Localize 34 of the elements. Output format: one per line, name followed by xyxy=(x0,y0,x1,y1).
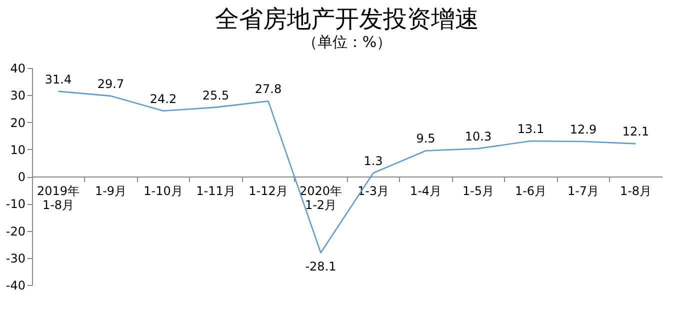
data-label: 29.7 xyxy=(97,76,124,91)
y-tick-label: 30 xyxy=(10,88,26,103)
x-tick-label: 1-12月 xyxy=(248,184,288,198)
data-label: 12.1 xyxy=(622,124,650,139)
data-label: 10.3 xyxy=(464,130,492,144)
x-tick-label: 1-9月 xyxy=(94,184,127,198)
chart-subtitle: （单位：%） xyxy=(302,33,392,51)
x-tick-label: 1-7月 xyxy=(567,184,600,198)
y-tick-label: -40 xyxy=(6,278,26,292)
y-tick-label: -30 xyxy=(6,251,26,266)
chart-title: 全省房地产开发投资增速 xyxy=(215,5,479,33)
data-label: 1.3 xyxy=(364,154,383,168)
data-label: 9.5 xyxy=(416,132,436,146)
x-tick-label: 1-11月 xyxy=(196,184,236,198)
x-tick-label: 1-10月 xyxy=(144,184,183,198)
x-tick-label: 1-8月 xyxy=(620,184,652,198)
x-tick-label: 2020年 1-2月 xyxy=(299,184,342,212)
data-label: 13.1 xyxy=(517,122,544,136)
data-label: 25.5 xyxy=(202,88,230,102)
y-tick-label: 20 xyxy=(10,116,26,130)
x-tick-label: 1-6月 xyxy=(514,184,547,198)
data-label: -28.1 xyxy=(305,260,336,274)
x-tick-label: 2019年 1-8月 xyxy=(36,184,80,212)
y-tick-label: -10 xyxy=(6,197,26,212)
y-tick-label: 10 xyxy=(10,142,26,157)
data-label: 31.4 xyxy=(44,72,72,86)
data-label: 27.8 xyxy=(254,82,282,96)
data-label: 12.9 xyxy=(570,122,597,137)
data-label: 24.2 xyxy=(150,92,177,106)
x-tick-label: 1-5月 xyxy=(462,184,494,198)
y-tick-label: -20 xyxy=(6,224,26,238)
y-tick-label: 40 xyxy=(10,62,26,76)
y-tick-label: 0 xyxy=(18,170,26,184)
x-tick-label: 1-4月 xyxy=(410,184,442,198)
